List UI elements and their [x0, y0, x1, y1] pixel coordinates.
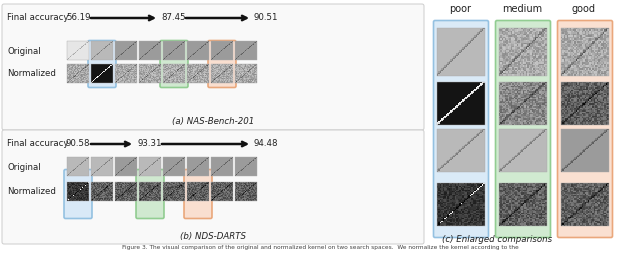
Bar — [437, 183, 485, 226]
Bar — [163, 157, 185, 176]
FancyBboxPatch shape — [88, 40, 116, 87]
Bar — [211, 157, 233, 176]
Bar — [235, 41, 257, 60]
Text: (c) Enlarged comparisons: (c) Enlarged comparisons — [442, 235, 552, 244]
Bar — [499, 183, 547, 226]
Bar — [91, 157, 113, 176]
Bar — [163, 41, 185, 60]
Bar — [187, 41, 209, 60]
Bar — [139, 157, 161, 176]
Bar — [561, 129, 609, 172]
Text: Original: Original — [7, 46, 40, 56]
Text: 87.45: 87.45 — [161, 13, 186, 23]
Text: 90.58: 90.58 — [66, 139, 90, 149]
Bar — [67, 64, 89, 83]
Bar — [187, 64, 209, 83]
Text: 93.31: 93.31 — [137, 139, 161, 149]
FancyBboxPatch shape — [160, 40, 188, 87]
Bar — [67, 182, 89, 201]
Bar — [499, 28, 547, 76]
Bar — [67, 41, 89, 60]
Text: Final accuracy: Final accuracy — [7, 13, 68, 23]
FancyBboxPatch shape — [2, 4, 424, 130]
Bar — [115, 41, 137, 60]
Bar — [437, 82, 485, 125]
Text: Normalized: Normalized — [7, 70, 56, 78]
FancyBboxPatch shape — [184, 169, 212, 218]
FancyBboxPatch shape — [208, 40, 236, 87]
Text: good: good — [572, 4, 596, 14]
Text: 94.48: 94.48 — [254, 139, 278, 149]
FancyBboxPatch shape — [433, 21, 488, 237]
Bar — [187, 182, 209, 201]
Bar — [139, 64, 161, 83]
Bar — [139, 41, 161, 60]
Bar — [115, 182, 137, 201]
Bar — [561, 28, 609, 76]
Bar — [235, 157, 257, 176]
Text: Final accuracy: Final accuracy — [7, 139, 68, 149]
Bar — [211, 64, 233, 83]
Bar — [67, 157, 89, 176]
Bar — [561, 183, 609, 226]
Text: Original: Original — [7, 163, 40, 171]
Bar — [91, 182, 113, 201]
Bar — [91, 64, 113, 83]
Text: poor: poor — [449, 4, 471, 14]
FancyBboxPatch shape — [557, 21, 612, 237]
FancyBboxPatch shape — [64, 169, 92, 218]
Bar — [187, 157, 209, 176]
Text: Figure 3. The visual comparison of the original and normalized kernel on two sea: Figure 3. The visual comparison of the o… — [122, 245, 518, 250]
Bar — [115, 157, 137, 176]
Text: 90.51: 90.51 — [254, 13, 278, 23]
Text: 56.19: 56.19 — [66, 13, 90, 23]
Bar — [499, 82, 547, 125]
Bar — [163, 182, 185, 201]
Bar — [91, 41, 113, 60]
Bar — [235, 182, 257, 201]
Bar — [437, 129, 485, 172]
FancyBboxPatch shape — [495, 21, 550, 237]
Text: (b) NDS-DARTS: (b) NDS-DARTS — [180, 232, 246, 241]
Text: (a) NAS-Bench-201: (a) NAS-Bench-201 — [172, 117, 254, 126]
Bar — [211, 41, 233, 60]
Bar — [561, 82, 609, 125]
Bar — [139, 182, 161, 201]
FancyBboxPatch shape — [136, 169, 164, 218]
Bar — [499, 129, 547, 172]
Text: Normalized: Normalized — [7, 187, 56, 197]
Bar — [115, 64, 137, 83]
Text: medium: medium — [502, 4, 542, 14]
FancyBboxPatch shape — [2, 130, 424, 244]
Bar — [235, 64, 257, 83]
Bar — [163, 64, 185, 83]
Bar — [211, 182, 233, 201]
Bar — [437, 28, 485, 76]
